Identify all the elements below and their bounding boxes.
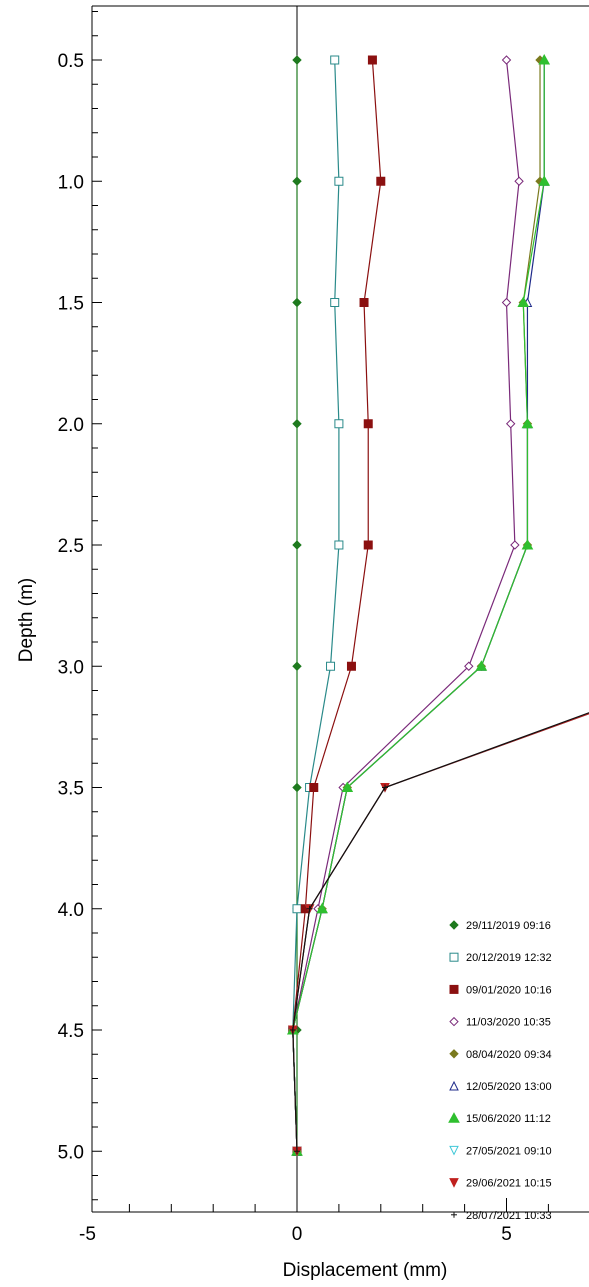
data-point (449, 1145, 459, 1156)
data-point (521, 538, 534, 550)
y-tick-label: 5.0 (58, 1142, 84, 1163)
data-point (475, 660, 488, 671)
legend-label: 29/11/2019 09:16 (466, 920, 551, 932)
data-point (334, 540, 344, 550)
data-point (449, 1049, 459, 1059)
data-point (292, 297, 302, 308)
data-point (294, 1148, 300, 1155)
data-point (346, 661, 356, 671)
y-tick-label: 4.5 (58, 1021, 84, 1042)
series-3 (288, 55, 386, 1156)
data-point (292, 904, 302, 914)
legend-item: 27/05/2021 09:10 (449, 1145, 552, 1157)
data-point (292, 176, 302, 186)
x-tick-label: 0 (292, 1224, 303, 1245)
legend-label: 28/07/2021 10:33 (466, 1210, 552, 1222)
legend-item: 29/11/2019 09:16 (449, 920, 551, 932)
data-point (517, 296, 530, 307)
data-point (449, 920, 459, 930)
series-2 (288, 55, 344, 1156)
data-point (448, 1112, 460, 1123)
legend-label: 08/04/2020 09:34 (466, 1049, 552, 1061)
legend-label: 15/06/2020 11:12 (466, 1113, 551, 1125)
y-tick-label: 1.5 (58, 294, 84, 315)
legend-label: 11/03/2020 10:35 (466, 1017, 551, 1029)
legend-label: 09/01/2020 10:16 (466, 984, 552, 996)
data-point (292, 55, 302, 65)
data-point (501, 297, 512, 308)
series-layer (286, 53, 589, 1157)
x-axis-label: Displacement (mm) (283, 1260, 448, 1281)
data-point (289, 1027, 296, 1033)
data-point (309, 783, 319, 792)
y-tick-label: 3.0 (58, 657, 84, 678)
data-point (292, 540, 302, 550)
y-tick-label: 4.0 (58, 900, 84, 921)
data-point (334, 176, 344, 186)
data-point (326, 661, 336, 671)
y-tick-label: 3.5 (58, 779, 84, 800)
y-tick-label: 0.5 (58, 51, 84, 72)
data-point (363, 419, 373, 429)
data-point (449, 1178, 459, 1188)
y-tick-label: 1.0 (58, 172, 84, 193)
y-axis-label: Depth (m) (16, 578, 37, 662)
data-point (449, 1080, 459, 1091)
data-point (449, 984, 459, 994)
legend-item: 15/06/2020 11:12 (448, 1112, 551, 1125)
data-point (451, 1211, 457, 1218)
data-point (292, 419, 302, 429)
legend-label: 20/12/2019 12:32 (466, 952, 552, 964)
series-line (292, 59, 340, 1152)
data-point (510, 540, 520, 550)
series-line (292, 59, 382, 1152)
data-point (538, 53, 551, 65)
data-point (363, 540, 373, 550)
data-point (514, 176, 524, 186)
data-point (316, 902, 328, 914)
data-point (292, 782, 302, 793)
data-point (334, 419, 344, 429)
data-point (359, 298, 369, 307)
legend-item: 08/04/2020 09:34 (449, 1049, 552, 1061)
data-point (306, 905, 313, 912)
series-line (292, 712, 589, 1152)
data-point (501, 55, 512, 65)
legend-label: 12/05/2020 13:00 (466, 1081, 552, 1093)
data-point (521, 417, 534, 429)
data-point (449, 952, 459, 962)
legend-label: 27/05/2021 09:10 (466, 1145, 552, 1157)
series-line (292, 59, 520, 1152)
x-tick-label: -5 (79, 1224, 96, 1245)
series-10 (289, 712, 589, 1155)
data-point (381, 784, 388, 791)
legend-item: 29/06/2021 10:15 (449, 1178, 552, 1190)
legend-item: 09/01/2020 10:16 (449, 984, 552, 996)
data-point (538, 175, 551, 186)
series-line (292, 60, 545, 1152)
x-tick-label: 5 (501, 1224, 512, 1245)
legend-item: 28/07/2021 10:33 (451, 1210, 552, 1222)
data-point (376, 176, 386, 186)
legend-label: 29/06/2021 10:15 (466, 1178, 552, 1190)
data-point (505, 419, 516, 429)
data-point (341, 781, 354, 792)
legend-item: 20/12/2019 12:32 (449, 952, 552, 964)
legend: 29/11/2019 09:16 20/12/2019 12:32 09/01/20… (448, 920, 552, 1222)
data-point (367, 55, 377, 65)
legend-item: 12/05/2020 13:00 (449, 1080, 552, 1093)
y-tick-label: 2.5 (58, 536, 84, 557)
data-point (330, 55, 340, 65)
legend-item: 11/03/2020 10:35 (449, 1016, 551, 1029)
y-tick-label: 2.0 (58, 415, 84, 436)
data-point (449, 1016, 459, 1027)
data-point (292, 661, 302, 671)
data-point (330, 298, 340, 307)
data-point (464, 661, 474, 671)
